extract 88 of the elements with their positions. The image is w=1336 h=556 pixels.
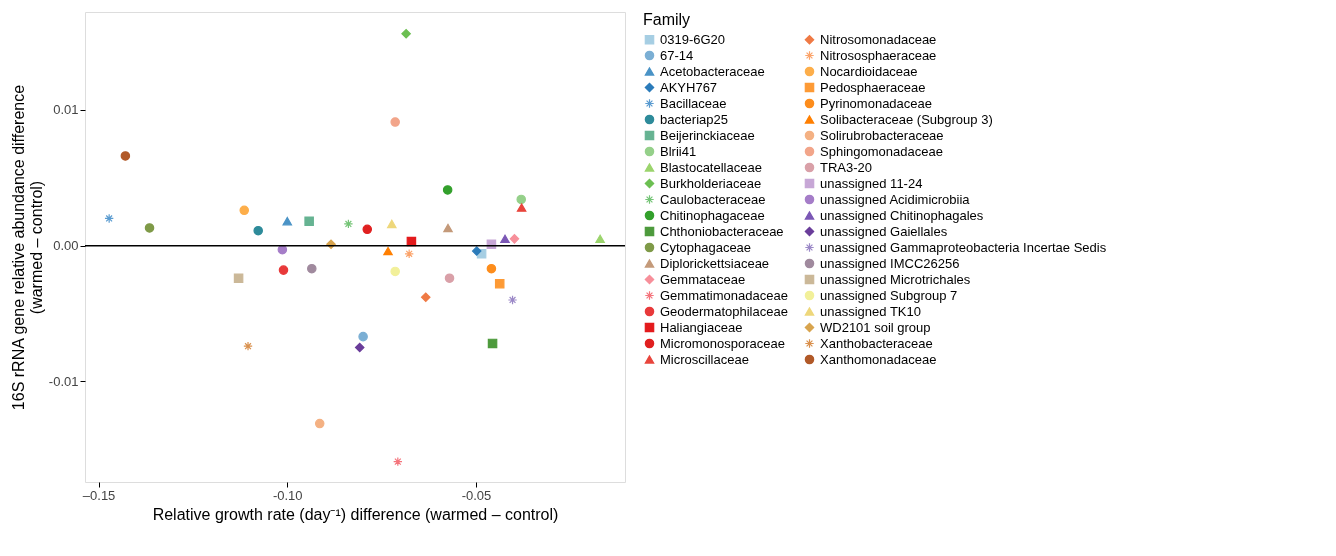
legend-label: Bacillaceae [660, 95, 727, 111]
point [595, 234, 605, 244]
legend-label: unassigned Gammaproteobacteria Incertae Sedis [820, 239, 1107, 255]
legend-label: Xanthomonadaceae [820, 351, 937, 367]
point [314, 418, 325, 429]
y-tick-label: 0.01 [53, 102, 79, 118]
point [393, 456, 403, 467]
legend-label: unassigned TK10 [820, 303, 921, 319]
y-axis-title: 16S rRNA gene relative abundance difference (warmed – control) [9, 84, 45, 411]
x-tick-label: -0.10 [272, 487, 303, 503]
legend-label: Gemmataceae [660, 271, 746, 287]
point [104, 213, 114, 224]
legend-label: Diplorickettsiaceae [660, 255, 770, 271]
legend-label: Nitrososphaeraceae [820, 47, 937, 63]
point [383, 246, 393, 256]
point [358, 331, 368, 342]
legend-label: Chitinophagaceae [660, 207, 765, 223]
legend-label: Blastocatellaceae [660, 159, 762, 175]
point [487, 338, 498, 349]
x-axis-title: Relative growth rate (day⁻¹) difference (warmed – control) [152, 505, 559, 523]
point [516, 203, 527, 212]
point [354, 342, 365, 353]
legend-label: WD2101 soil group [820, 319, 931, 335]
legend-label: Caulobacteraceae [660, 191, 766, 207]
legend-label: Solirubrobacteraceae [820, 127, 944, 143]
point [507, 295, 518, 305]
legend-label: 0319-6G20 [660, 31, 726, 47]
point [343, 219, 354, 229]
legend-label: unassigned Acidimicrobiia [820, 191, 971, 207]
legend-label: Microscillaceae [660, 351, 749, 367]
legend-label: unassigned Microtrichales [820, 271, 971, 287]
legend-label: unassigned Chitinophagales [820, 207, 984, 223]
legend-label: bacteriap25 [660, 111, 728, 127]
legend-label: Xanthobacteraceae [820, 335, 933, 351]
legend-label: Cytophagaceae [660, 239, 752, 255]
legend-label: TRA3-20 [820, 159, 873, 175]
point [509, 234, 520, 244]
legend-label: unassigned 11-24 [820, 175, 923, 191]
legend-label: Pedosphaeraceae [820, 79, 926, 95]
legend-label: Burkholderiaceae [660, 175, 762, 191]
point [120, 151, 131, 161]
point [471, 246, 482, 256]
point [420, 292, 431, 303]
x-tick-label: –0.15 [82, 487, 116, 503]
y-tick-label: -0.01 [48, 373, 79, 389]
legend-label: Nocardioidaceae [820, 63, 918, 79]
point [239, 205, 250, 216]
legend-label: Nitrosomonadaceae [820, 31, 937, 47]
point [443, 223, 453, 233]
legend-label: Solibacteraceae (Subgroup 3) [820, 111, 993, 127]
legend-label: Micromonosporaceae [660, 335, 786, 351]
legend-label: 67-14 [660, 47, 694, 63]
legend-label: Acetobacteraceae [660, 63, 765, 79]
legend-label: Geodermatophilaceae [660, 303, 788, 319]
point [387, 219, 397, 229]
legend-label: Blrii41 [660, 143, 697, 159]
legend-label: Pyrinomonadaceae [820, 95, 933, 111]
point [282, 216, 293, 226]
legend-label: unassigned IMCC26256 [820, 255, 960, 271]
point [390, 117, 400, 127]
legend-title: Family [643, 11, 691, 28]
point [144, 223, 155, 233]
legend-label: Beijerinckiaceae [660, 127, 755, 143]
legend-label: Chthoniobacteraceae [660, 223, 784, 239]
point [442, 185, 453, 195]
point [390, 266, 400, 277]
legend-label: Gemmatimonadaceae [660, 287, 788, 303]
point [444, 273, 455, 284]
legend-label: unassigned Gaiellales [820, 223, 948, 239]
y-tick-label: 0.00 [53, 238, 79, 254]
point [494, 278, 505, 289]
point [486, 263, 497, 274]
point [253, 225, 263, 236]
point [362, 224, 373, 235]
legend-label: Haliangiaceae [660, 319, 743, 335]
point [401, 28, 411, 39]
legend-label: unassigned Subgroup 7 [820, 287, 958, 303]
point [278, 265, 289, 275]
point [404, 249, 414, 259]
x-tick-label: -0.05 [461, 487, 492, 503]
point [516, 194, 527, 205]
point [243, 341, 253, 351]
point [307, 263, 317, 274]
legend-label: AKYH767 [660, 79, 718, 95]
point [233, 273, 244, 284]
point [304, 216, 314, 226]
legend-label: Sphingomonadaceae [820, 143, 943, 159]
point [500, 234, 510, 244]
